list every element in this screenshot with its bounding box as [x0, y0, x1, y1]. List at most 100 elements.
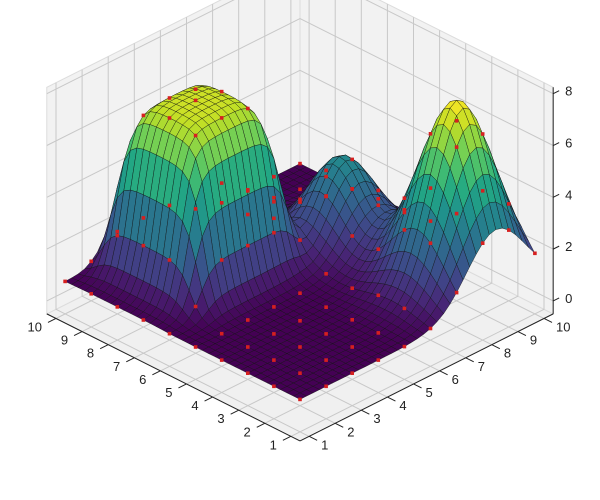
- data-point-marker: [350, 286, 354, 290]
- data-point-marker: [376, 247, 381, 251]
- x-tick-label: 9: [61, 333, 68, 348]
- data-point-marker: [89, 292, 93, 296]
- data-point-marker: [246, 243, 250, 248]
- data-point-marker: [454, 290, 459, 295]
- data-point-marker: [272, 174, 276, 179]
- data-point-marker: [115, 233, 120, 238]
- data-point-marker: [272, 358, 276, 362]
- axis-lines: [46, 87, 560, 442]
- data-point-marker: [219, 258, 224, 262]
- x-tick-label: 1: [270, 437, 277, 452]
- x-tick-label: 8: [87, 346, 94, 361]
- data-point-marker: [428, 132, 433, 136]
- y-tick-label: 10: [556, 319, 570, 334]
- data-point-marker: [298, 319, 302, 323]
- data-point-marker: [219, 89, 224, 94]
- data-point-marker: [324, 384, 328, 389]
- data-point-marker: [193, 345, 198, 349]
- data-point-marker: [402, 344, 407, 349]
- data-point-marker: [428, 326, 433, 331]
- y-axis-line: [299, 313, 554, 442]
- data-point-marker: [141, 318, 146, 322]
- x-axis-line: [46, 313, 301, 442]
- data-point-marker: [428, 186, 433, 190]
- data-point-marker: [167, 96, 172, 100]
- data-point-marker: [298, 187, 302, 192]
- data-point-marker: [272, 332, 276, 336]
- data-point-marker: [454, 211, 459, 216]
- data-point-marker: [507, 228, 511, 232]
- data-point-marker: [246, 106, 250, 111]
- data-point-marker: [219, 331, 224, 336]
- data-point-marker: [167, 203, 172, 208]
- data-point-marker: [298, 238, 302, 242]
- data-point-marker: [141, 243, 146, 248]
- data-point-marker: [115, 305, 120, 309]
- data-point-marker: [246, 318, 250, 322]
- x-tick-label: 4: [191, 398, 198, 413]
- data-point-marker: [89, 259, 93, 264]
- tick-labels: 1 2 3 4 5 6 7 8 9 10 1 2 3 4 5 6 7 8 9 10 0 2 4 6 8: [27, 84, 572, 453]
- x-tick-label: 2: [244, 424, 251, 439]
- data-point-marker: [272, 305, 276, 309]
- data-point-marker: [167, 331, 172, 336]
- data-point-marker: [428, 241, 433, 245]
- x-tick-label: 10: [27, 319, 41, 334]
- z-tick-label: 6: [565, 136, 572, 151]
- data-point-marker: [454, 145, 459, 149]
- data-point-marker: [402, 306, 407, 311]
- data-point-marker: [376, 358, 381, 362]
- data-point-marker: [350, 187, 354, 191]
- data-point-marker: [193, 98, 198, 103]
- x-tick-label: 6: [139, 372, 146, 387]
- data-point-marker: [324, 305, 328, 309]
- data-point-marker: [246, 371, 250, 375]
- data-point-marker: [480, 189, 485, 193]
- data-point-marker: [272, 230, 276, 235]
- data-point-marker: [533, 251, 537, 256]
- data-point-marker: [507, 202, 511, 206]
- x-tick-label: 3: [217, 411, 224, 426]
- data-point-marker: [193, 87, 198, 91]
- data-point-marker: [298, 200, 302, 204]
- data-point-marker: [350, 371, 354, 375]
- data-point-marker: [324, 174, 328, 179]
- z-tick-label: 8: [565, 84, 572, 99]
- y-tick-label: 3: [373, 411, 380, 426]
- data-point-marker: [246, 212, 250, 217]
- data-point-marker: [480, 241, 485, 245]
- data-point-marker: [272, 195, 276, 200]
- data-point-marker: [219, 181, 224, 185]
- data-point-marker: [272, 216, 276, 221]
- x-tick-label: 7: [113, 359, 120, 374]
- data-point-marker: [193, 133, 198, 138]
- data-point-marker: [480, 132, 485, 136]
- data-point-marker: [376, 331, 381, 335]
- data-point-marker: [324, 194, 328, 199]
- z-tick-label: 0: [565, 291, 572, 306]
- data-point-marker: [167, 116, 172, 120]
- z-tick-label: 2: [565, 239, 572, 254]
- data-point-marker: [376, 188, 381, 193]
- data-point-marker: [167, 258, 172, 262]
- data-point-marker: [246, 345, 250, 349]
- data-point-marker: [246, 188, 250, 192]
- data-point-marker: [141, 216, 146, 220]
- data-point-marker: [272, 384, 276, 389]
- data-markers: [63, 87, 537, 402]
- y-tick-label: 5: [426, 385, 433, 400]
- data-point-marker: [298, 291, 302, 295]
- data-point-marker: [298, 161, 302, 166]
- data-point-marker: [141, 113, 146, 118]
- data-point-marker: [350, 234, 354, 238]
- data-point-marker: [324, 272, 328, 276]
- data-point-marker: [350, 345, 354, 349]
- data-point-marker: [402, 208, 407, 212]
- y-tick-label: 8: [504, 346, 511, 361]
- data-point-marker: [324, 332, 328, 336]
- y-tick-label: 7: [478, 359, 485, 374]
- data-point-marker: [402, 210, 407, 215]
- data-point-marker: [115, 229, 120, 234]
- data-point-marker: [298, 371, 302, 375]
